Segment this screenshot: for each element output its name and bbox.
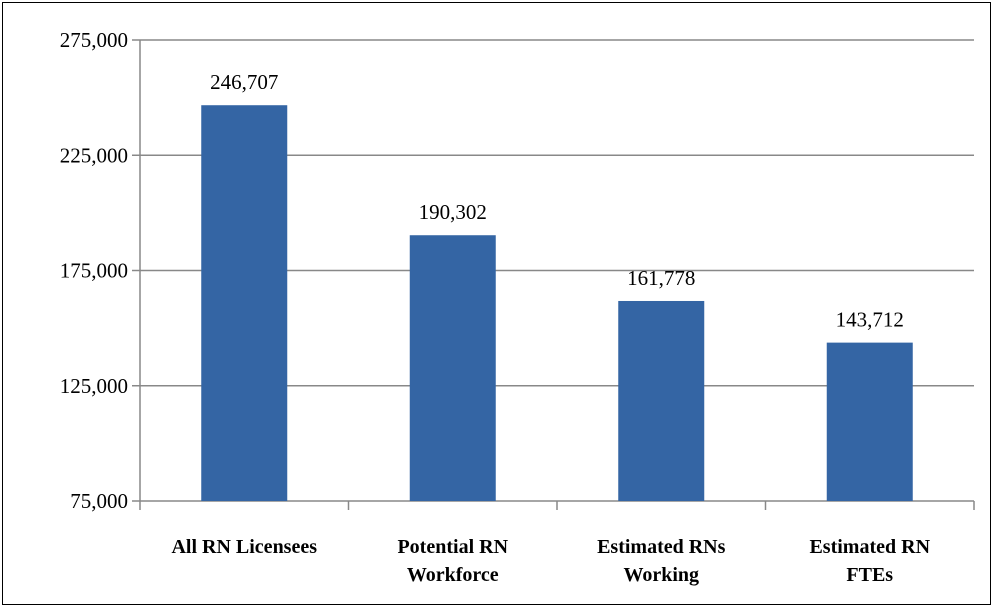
data-label: 190,302 [419, 200, 487, 224]
data-label: 246,707 [210, 70, 278, 94]
x-category-label: FTEs [846, 564, 893, 586]
bar [409, 235, 496, 502]
x-category-label: Working [623, 564, 699, 586]
y-tick-label: 225,000 [60, 143, 128, 167]
data-label: 143,712 [836, 308, 904, 332]
data-label: 161,778 [627, 266, 695, 290]
bar [201, 105, 288, 501]
x-category-label: Potential RN [397, 536, 508, 558]
x-category-label: Workforce [407, 564, 499, 586]
y-tick-label: 275,000 [60, 28, 128, 52]
x-category-label: Estimated RN [809, 536, 930, 558]
bar [618, 300, 705, 501]
y-tick-label: 125,000 [60, 374, 128, 398]
x-category-label: All RN Licensees [171, 536, 317, 558]
bar [826, 342, 913, 501]
x-category-label: Estimated RNs [597, 536, 726, 558]
y-tick-label: 75,000 [70, 489, 128, 513]
y-tick-label: 175,000 [60, 259, 128, 283]
